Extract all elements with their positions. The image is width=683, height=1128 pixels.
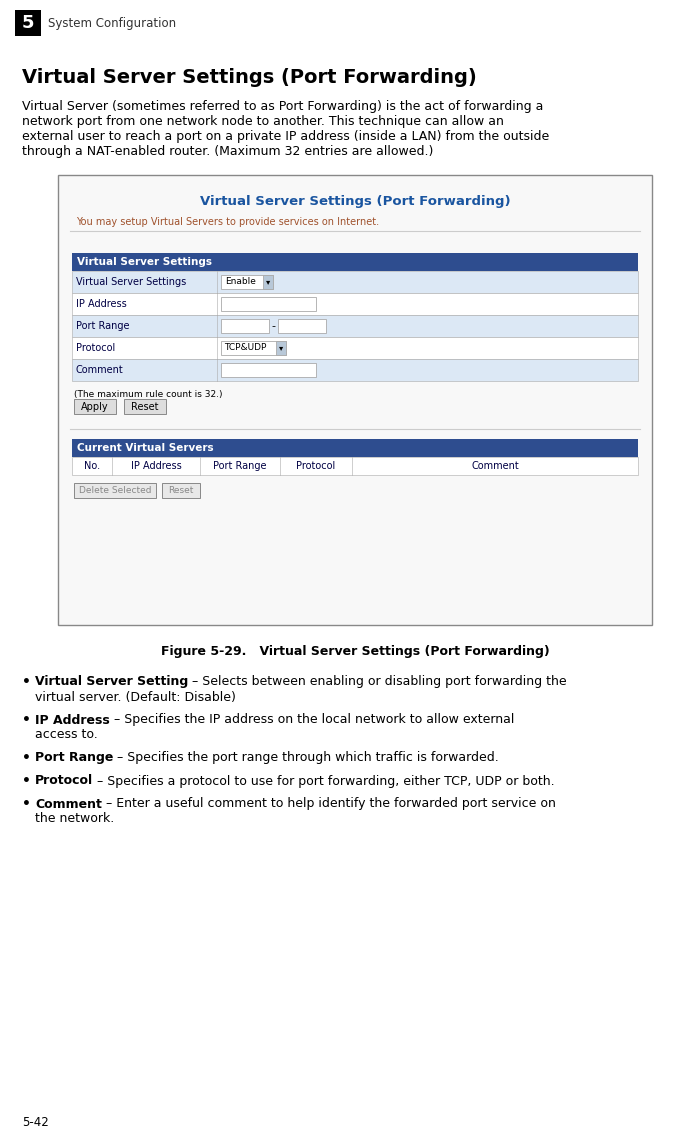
Text: 5-42: 5-42 (22, 1116, 48, 1128)
Text: -: - (271, 321, 275, 331)
Text: Port Range: Port Range (35, 751, 113, 765)
Bar (221, 319, 269, 333)
Text: Apply: Apply (81, 402, 109, 412)
Text: Reset: Reset (168, 486, 194, 495)
Text: Protocol: Protocol (76, 343, 115, 353)
Text: No.: No. (84, 461, 100, 472)
Text: Virtual Server Settings (Port Forwarding): Virtual Server Settings (Port Forwarding… (22, 68, 477, 87)
Bar (124, 399, 166, 414)
Text: Virtual Server Setting: Virtual Server Setting (35, 676, 189, 688)
Text: Protocol: Protocol (296, 461, 335, 472)
Text: IP Address: IP Address (130, 461, 182, 472)
Text: external user to reach a port on a private IP address (inside a LAN) from the ou: external user to reach a port on a priva… (22, 130, 549, 143)
Bar (72, 439, 638, 457)
Text: •: • (22, 774, 31, 788)
Bar (72, 337, 638, 359)
Text: access to.: access to. (35, 729, 98, 741)
Text: ▾: ▾ (266, 277, 270, 287)
Text: Port Range: Port Range (76, 321, 130, 331)
Bar (72, 359, 638, 381)
Text: •: • (22, 797, 31, 811)
Bar (221, 275, 273, 289)
Text: •: • (22, 675, 31, 689)
Text: ▾: ▾ (279, 344, 283, 352)
Text: (The maximum rule count is 32.): (The maximum rule count is 32.) (74, 390, 223, 399)
Bar (72, 253, 638, 271)
Text: Comment: Comment (76, 365, 124, 374)
Text: IP Address: IP Address (76, 299, 127, 309)
Text: Virtual Server Settings: Virtual Server Settings (77, 257, 212, 267)
Text: – Enter a useful comment to help identify the forwarded port service on: – Enter a useful comment to help identif… (102, 797, 556, 811)
Bar (72, 457, 638, 475)
Text: Figure 5-29.   Virtual Server Settings (Port Forwarding): Figure 5-29. Virtual Server Settings (Po… (161, 644, 549, 658)
Text: Comment: Comment (471, 461, 519, 472)
Text: TCP&UDP: TCP&UDP (224, 344, 266, 352)
Text: IP Address: IP Address (35, 714, 110, 726)
Text: Virtual Server (sometimes referred to as Port Forwarding) is the act of forwardi: Virtual Server (sometimes referred to as… (22, 100, 544, 113)
Text: Port Range: Port Range (213, 461, 267, 472)
Text: •: • (22, 713, 31, 728)
Bar (15, 10, 41, 36)
Text: Delete Selected: Delete Selected (79, 486, 151, 495)
Text: virtual server. (Default: Disable): virtual server. (Default: Disable) (35, 690, 236, 704)
Text: Reset: Reset (131, 402, 158, 412)
Text: Protocol: Protocol (35, 775, 93, 787)
Text: You may setup Virtual Servers to provide services on Internet.: You may setup Virtual Servers to provide… (76, 217, 379, 227)
Text: network port from one network node to another. This technique can allow an: network port from one network node to an… (22, 115, 504, 127)
Text: – Specifies the IP address on the local network to allow external: – Specifies the IP address on the local … (110, 714, 514, 726)
Text: 5: 5 (22, 14, 34, 32)
Text: Enable: Enable (225, 277, 256, 287)
Text: – Selects between enabling or disabling port forwarding the: – Selects between enabling or disabling … (189, 676, 567, 688)
Bar (162, 483, 200, 497)
Text: – Specifies a protocol to use for port forwarding, either TCP, UDP or both.: – Specifies a protocol to use for port f… (93, 775, 555, 787)
Bar (263, 275, 273, 289)
Bar (58, 175, 652, 625)
Bar (72, 293, 638, 315)
Bar (276, 341, 286, 355)
Text: through a NAT-enabled router. (Maximum 32 entries are allowed.): through a NAT-enabled router. (Maximum 3… (22, 146, 434, 158)
Bar (74, 483, 156, 497)
Bar (74, 399, 116, 414)
Text: Virtual Server Settings: Virtual Server Settings (76, 277, 186, 287)
Bar (221, 363, 316, 377)
Text: •: • (22, 751, 31, 765)
Bar (221, 297, 316, 311)
Bar (221, 341, 286, 355)
Text: System Configuration: System Configuration (48, 17, 176, 29)
Text: the network.: the network. (35, 812, 114, 826)
Text: Current Virtual Servers: Current Virtual Servers (77, 443, 214, 453)
Text: – Specifies the port range through which traffic is forwarded.: – Specifies the port range through which… (113, 751, 499, 765)
Bar (278, 319, 326, 333)
Bar (72, 271, 638, 293)
Text: Virtual Server Settings (Port Forwarding): Virtual Server Settings (Port Forwarding… (199, 195, 510, 208)
Text: Comment: Comment (35, 797, 102, 811)
Bar (72, 315, 638, 337)
